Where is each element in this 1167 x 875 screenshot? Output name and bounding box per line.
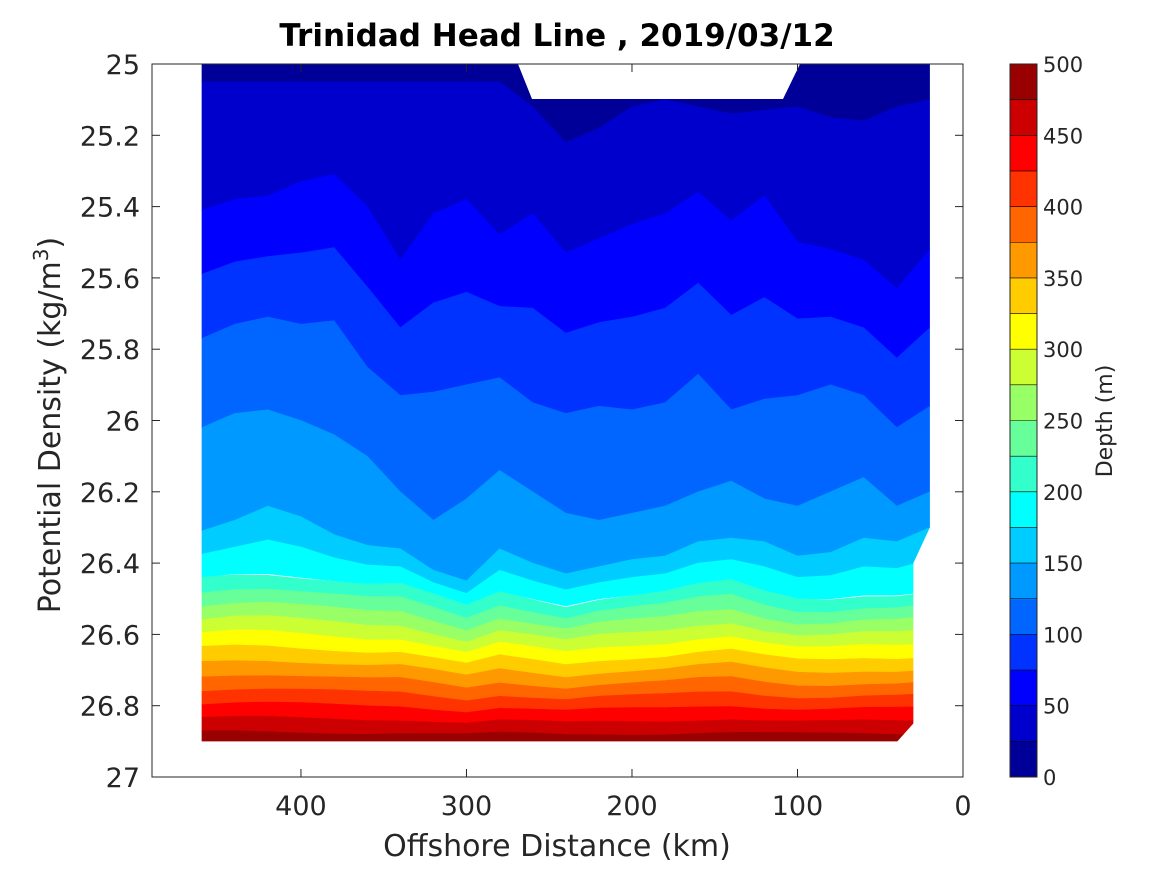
x-tick-label: 400 [275, 791, 327, 822]
colorbar-tick-label: 300 [1043, 338, 1083, 362]
colorbar-tick-label: 200 [1043, 481, 1083, 505]
colorbar-segment [1010, 206, 1037, 243]
colorbar-segment [1010, 456, 1037, 493]
y-tick-label: 25.8 [80, 335, 140, 366]
contour-band [201, 730, 930, 742]
y-tick-label: 25.4 [80, 193, 140, 224]
y-tick-label: 25.6 [80, 264, 140, 295]
colorbar-segment [1010, 313, 1037, 350]
colorbar-segment [1010, 64, 1037, 101]
colorbar-tick-label: 50 [1043, 695, 1070, 719]
y-tick-label: 25 [106, 50, 140, 81]
colorbar-tick-label: 350 [1043, 267, 1083, 291]
colorbar-segment [1010, 384, 1037, 421]
masked-region-top [518, 64, 800, 99]
colorbar-segment [1010, 598, 1037, 635]
x-tick-label: 200 [606, 791, 658, 822]
colorbar-tick-label: 0 [1043, 766, 1056, 790]
colorbar-frame [1009, 63, 1038, 778]
colorbar-segment [1010, 135, 1037, 172]
colorbar-tick-label: 500 [1043, 53, 1083, 77]
y-axis-label-main: Potential Density (kg/m [33, 261, 68, 613]
y-axis-label-sup: 3 [29, 248, 53, 261]
y-tick-label: 26.6 [80, 620, 140, 651]
y-tick-label: 26 [106, 407, 140, 438]
x-axis-label: Offshore Distance (km) [383, 829, 731, 864]
y-tick-label: 25.2 [80, 121, 140, 152]
colorbar-segment [1010, 670, 1037, 707]
y-tick-label: 27 [106, 763, 140, 794]
y-tick-label: 26.8 [80, 692, 140, 723]
colorbar-segment [1010, 349, 1037, 386]
y-axis: 25 25.2 25.4 25.6 25.8 26 26.2 26.4 26.6 26.8 27 [80, 50, 963, 794]
y-axis-label-close: ) [33, 237, 68, 249]
y-tick-label: 26.2 [80, 478, 140, 509]
colorbar-segment [1010, 563, 1037, 600]
colorbar-segment [1010, 420, 1037, 457]
colorbar-tick-label: 400 [1043, 196, 1083, 220]
colorbar-tick-label: 450 [1043, 124, 1083, 148]
y-tick-label: 26.4 [80, 549, 140, 580]
colorbar-tick-label: 100 [1043, 623, 1083, 647]
x-tick-label: 0 [954, 791, 971, 822]
chart-title: Trinidad Head Line , 2019/03/12 [279, 18, 834, 54]
colorbar-segment [1010, 277, 1037, 315]
x-tick-label: 100 [772, 791, 824, 822]
colorbar-segment [1010, 170, 1037, 208]
y-axis-label: Potential Density (kg/m3) [29, 237, 68, 613]
colorbar-segment [1010, 705, 1037, 742]
colorbar-segment [1010, 242, 1037, 279]
colorbar-segment [1010, 634, 1037, 671]
colorbar-label: Depth (m) [1093, 365, 1118, 478]
colorbar-segment [1010, 741, 1037, 778]
colorbar-tick-label: 150 [1043, 552, 1083, 576]
contour-field [201, 64, 930, 742]
colorbar-tick-label: 250 [1043, 410, 1083, 434]
x-axis: 400 300 200 100 0 [275, 64, 972, 822]
colorbar-segment [1010, 527, 1037, 564]
colorbar-segment [1010, 99, 1037, 136]
x-tick-label: 300 [441, 791, 493, 822]
colorbar-segment [1010, 491, 1037, 528]
